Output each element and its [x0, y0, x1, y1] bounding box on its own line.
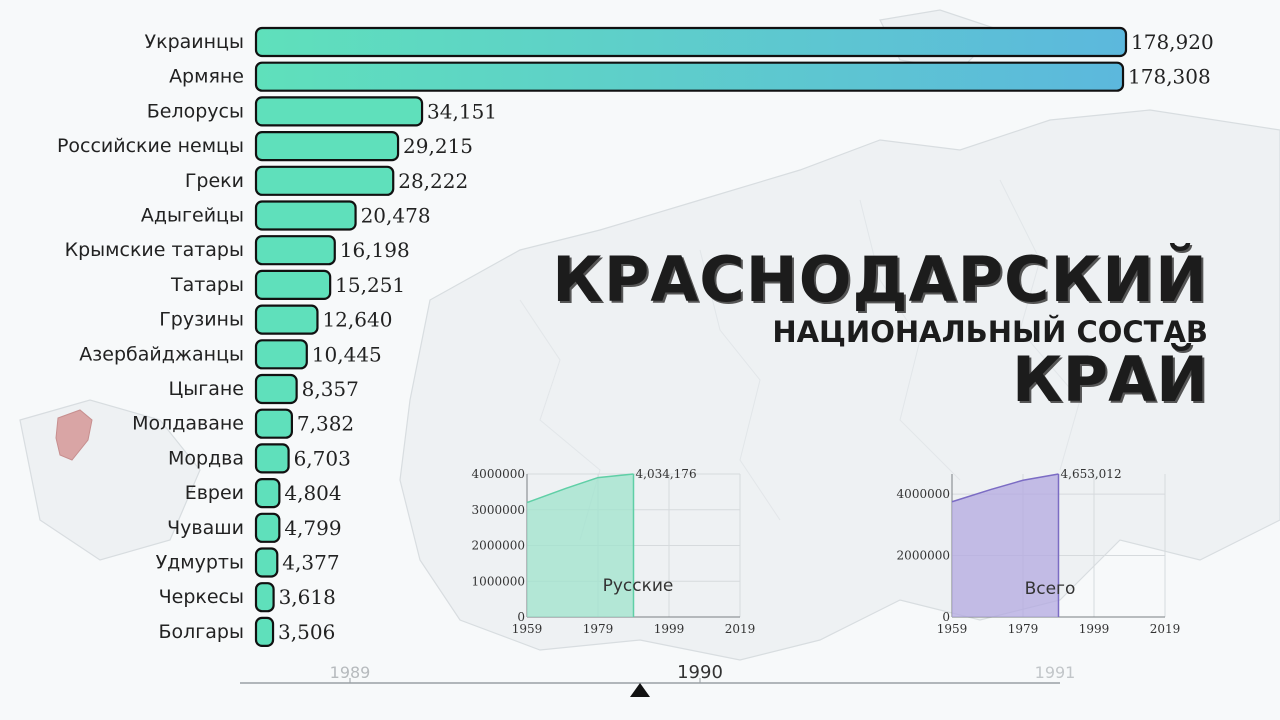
end-value-label: 4,653,012	[1061, 467, 1122, 481]
bar-value-label: 12,640	[322, 308, 392, 332]
area-line	[951, 473, 1059, 503]
bar-value-label: 16,198	[340, 238, 410, 262]
timeline-marker-icon[interactable]	[630, 683, 650, 697]
total-area-chart: 1959 1979 1999 2019 0 2000000 4000000 4,653,012…	[897, 467, 1181, 636]
bar-value-label: 7,382	[297, 412, 354, 436]
bar-category-label: Армяне	[169, 66, 244, 88]
bar-category-label: Мордва	[168, 447, 244, 469]
russian-area-chart: 1959 1979 1999 2019 0 1000000 2000000 3000000 40…	[472, 467, 756, 636]
area-series	[527, 474, 634, 617]
timeline-prev-year: 1989	[330, 663, 371, 682]
bar-category-label: Грузины	[159, 309, 244, 331]
bar-category-label: Цыгане	[169, 378, 245, 400]
bar	[254, 547, 279, 578]
area-series	[952, 474, 1059, 617]
bar	[254, 200, 357, 231]
bar-value-label: 8,357	[302, 377, 359, 401]
bar-category-label: Азербайджанцы	[79, 343, 244, 365]
y-tick-label: 3000000	[472, 503, 525, 517]
series-label: Русские	[603, 576, 674, 596]
bar-value-label: 178,308	[1128, 65, 1211, 89]
bar-category-label: Болгары	[159, 621, 245, 643]
region-highlight	[55, 409, 93, 461]
bar-category-label: Черкесы	[159, 586, 244, 608]
bar-category-label: Белорусы	[147, 100, 244, 122]
bar-category-label: Крымские татары	[65, 239, 244, 261]
x-tick-label: 1959	[937, 622, 968, 636]
bar-value-label: 3,618	[279, 585, 336, 609]
x-tick-label: 2019	[1150, 622, 1181, 636]
bar-value-label: 28,222	[398, 169, 468, 193]
bar-value-label: 34,151	[427, 99, 497, 123]
bar	[254, 582, 275, 613]
bar-value-label: 20,478	[361, 204, 431, 228]
bar-value-label: 4,804	[284, 481, 341, 505]
bar-category-label: Молдаване	[132, 413, 244, 435]
area-line	[526, 473, 634, 504]
bar	[254, 96, 424, 127]
title-line1: КРАСНОДАРСКИЙ	[552, 243, 1208, 316]
bar	[254, 165, 395, 196]
bar	[254, 26, 1128, 58]
bar	[254, 304, 319, 335]
bar	[254, 131, 400, 162]
bar-value-label: 178,920	[1131, 30, 1214, 54]
y-tick-label: 1000000	[472, 574, 525, 588]
bar-category-label: Удмурты	[156, 552, 244, 574]
x-tick-label: 1979	[583, 622, 614, 636]
timeline[interactable]: 1989 1990 1991	[0, 650, 1280, 720]
y-tick-label: 0	[517, 610, 525, 624]
bar-value-label: 10,445	[312, 342, 382, 366]
bar-category-label: Татары	[170, 274, 244, 296]
bar-category-label: Греки	[185, 170, 244, 192]
title-block: КРАСНОДАРСКИЙ НАЦИОНАЛЬНЫЙ СОСТАВ КРАЙ	[540, 245, 1220, 411]
y-tick-label: 0	[942, 610, 950, 624]
bar	[254, 235, 336, 266]
bar-value-label: 6,703	[294, 446, 351, 470]
x-tick-label: 1999	[1079, 622, 1110, 636]
bar-value-label: 15,251	[335, 273, 405, 297]
bar-value-label: 29,215	[403, 134, 473, 158]
y-tick-label: 2000000	[472, 539, 525, 553]
bar-value-label: 3,506	[278, 620, 335, 644]
bar-category-label: Евреи	[185, 482, 244, 504]
y-tick-label: 4000000	[472, 467, 525, 481]
bar-category-label: Адыгейцы	[141, 205, 244, 227]
x-tick-label: 1999	[654, 622, 685, 636]
title-line2: КРАЙ	[1012, 343, 1208, 416]
bar	[254, 443, 290, 474]
timeline-next-year: 1991	[1035, 663, 1076, 682]
x-tick-label: 1979	[1008, 622, 1039, 636]
bar-value-label: 4,377	[282, 551, 339, 575]
bar	[254, 616, 275, 648]
y-tick-label: 2000000	[897, 549, 950, 563]
bar	[254, 339, 308, 370]
y-tick-label: 4000000	[897, 487, 950, 501]
bar	[254, 61, 1125, 92]
timeline-current-year: 1990	[677, 662, 723, 683]
bar	[254, 408, 293, 439]
bar-category-label: Российские немцы	[57, 135, 244, 157]
bar-value-label: 4,799	[284, 516, 341, 540]
bar	[254, 373, 298, 405]
bar-category-label: Чуваши	[167, 517, 244, 539]
x-tick-label: 1959	[512, 622, 543, 636]
x-tick-label: 2019	[725, 622, 756, 636]
series-label: Всего	[1025, 579, 1076, 599]
bar	[254, 512, 281, 543]
bar	[254, 269, 332, 300]
end-value-label: 4,034,176	[636, 467, 697, 481]
bar	[254, 478, 281, 509]
bar-chart: Украинцы 178,920 Армяне 178,308 Белорусы 34,1…	[57, 26, 1214, 648]
bar-category-label: Украинцы	[145, 31, 244, 53]
title-subtitle: НАЦИОНАЛЬНЫЙ СОСТАВ	[772, 315, 1208, 349]
